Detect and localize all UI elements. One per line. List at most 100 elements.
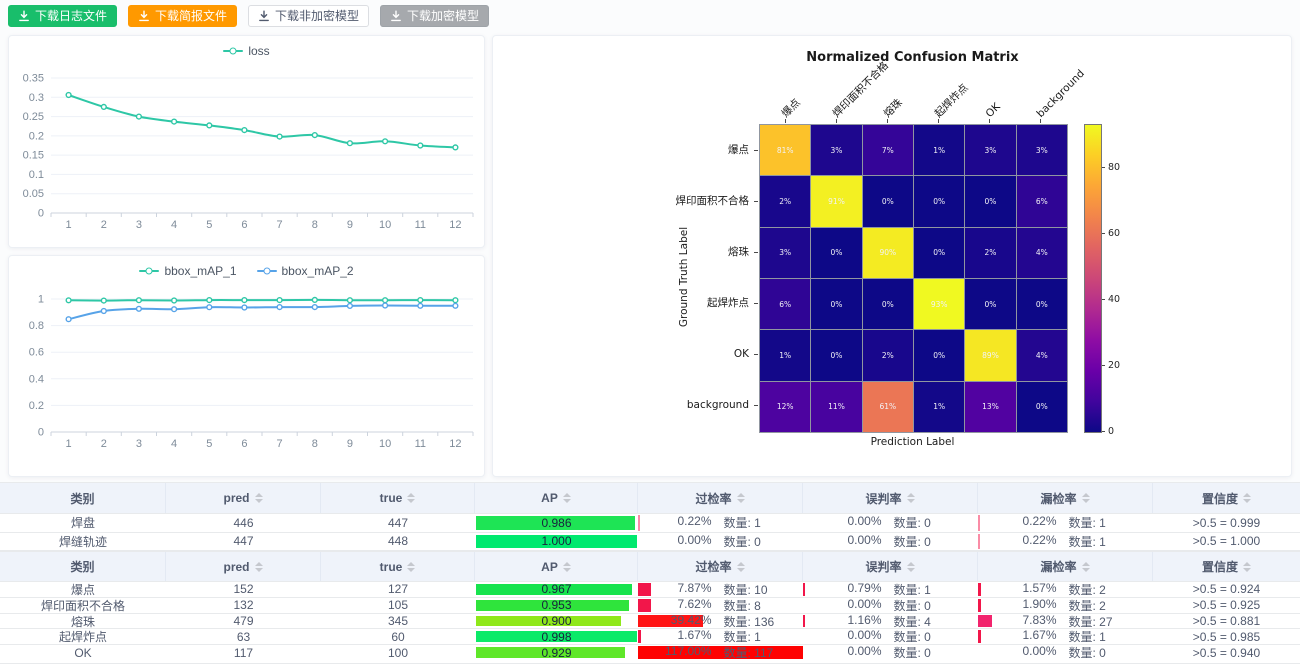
column-header-ap[interactable]: AP	[475, 552, 638, 581]
matrix-cell: 0%	[913, 330, 965, 381]
svg-text:8: 8	[312, 219, 318, 231]
prediction-label-axis-title: Prediction Label	[870, 436, 955, 448]
axis-tick	[1040, 119, 1042, 123]
svg-text:5: 5	[206, 219, 212, 231]
rate-bar	[978, 598, 982, 612]
table-row: 起焊炸点 63 60 0.998 1.67% 数量: 1 0.00% 数量: 0 1.67% 数量…	[0, 628, 1300, 644]
matrix-cell: 0%	[811, 227, 862, 278]
column-header-pred[interactable]: pred	[166, 483, 321, 513]
table-row: 爆点 152 127 0.967 7.87% 数量: 10 0.79% 数量: 1 1.57% 数…	[0, 581, 1300, 597]
rate-cell-content: 0.00% 数量: 0	[982, 645, 1149, 660]
sort-caret-icon[interactable]	[1081, 493, 1090, 503]
rate-percent: 0.00%	[847, 645, 882, 659]
matrix-cell: 0%	[1016, 381, 1067, 432]
column-header-misjudge[interactable]: 误判率	[803, 552, 978, 581]
axis-tick	[754, 200, 758, 202]
sort-caret-icon[interactable]	[906, 493, 915, 503]
cell-misjudge: 0.00% 数量: 0	[803, 629, 978, 644]
category-value: 焊盘	[70, 516, 95, 531]
matrix-cell: 0%	[811, 330, 862, 381]
confidence-value: >0.5 = 0.924	[1192, 582, 1261, 597]
confidence-value: >0.5 = 0.940	[1192, 645, 1261, 660]
rate-count: 数量: 2	[1068, 598, 1106, 613]
column-header-true[interactable]: true	[321, 552, 475, 581]
table-header-row: 类别 pred true AP 过检率 误判率 漏检率 置信度	[0, 552, 1300, 581]
matrix-cell: 3%	[1016, 125, 1067, 176]
rate-cell-content: 0.00% 数量: 0	[807, 645, 974, 660]
download-brief-button[interactable]: 下载简报文件	[128, 5, 238, 27]
ap-bar	[476, 516, 635, 530]
legend-item-loss[interactable]: loss	[223, 44, 270, 58]
map-chart-legend: bbox_mAP_1 bbox_mAP_2	[9, 264, 484, 278]
sort-caret-icon[interactable]	[736, 493, 745, 503]
svg-text:0.2: 0.2	[29, 400, 44, 412]
colorbar-tick-label: 0	[1108, 426, 1115, 437]
sort-caret-icon[interactable]	[1243, 493, 1251, 503]
rate-percent: 0.00%	[847, 514, 882, 529]
sort-caret-icon[interactable]	[562, 561, 571, 572]
rate-count: 数量: 0	[893, 534, 931, 549]
column-header-pred[interactable]: pred	[166, 552, 321, 581]
column-header-ap[interactable]: AP	[475, 483, 638, 513]
ap-value: 0.986	[541, 515, 572, 530]
sort-caret-icon[interactable]	[407, 493, 416, 503]
legend-item-bbox_mAP_2[interactable]: bbox_mAP_2	[256, 264, 354, 278]
legend-label: loss	[248, 44, 270, 58]
svg-text:11: 11	[415, 438, 426, 450]
rate-bar	[638, 583, 651, 596]
rate-percent: 0.00%	[847, 629, 882, 643]
svg-text:4: 4	[171, 219, 177, 231]
sort-caret-icon[interactable]	[1243, 561, 1251, 572]
rate-cell-content: 0.22% 数量: 1	[982, 514, 1149, 531]
cell-category: 爆点	[0, 582, 166, 597]
sort-caret-icon[interactable]	[562, 493, 571, 503]
colorbar-tick-label: 80	[1108, 161, 1121, 173]
rate-percent: 7.62%	[677, 597, 712, 611]
sort-caret-icon[interactable]	[906, 561, 915, 572]
download-log-button[interactable]: 下载日志文件	[8, 5, 118, 27]
rate-cell-content: 0.22% 数量: 1	[642, 514, 799, 531]
column-header-confidence[interactable]: 置信度	[1153, 483, 1300, 513]
colorbar-tick	[1102, 232, 1105, 234]
matrix-cell: 93%	[913, 278, 965, 330]
column-header-overdetect[interactable]: 过检率	[638, 483, 803, 513]
legend-marker-icon	[223, 47, 244, 55]
cell-ap: 0.967	[475, 582, 638, 597]
svg-text:2: 2	[101, 219, 107, 231]
loss-chart-panel: loss 0 0.05 0.1 0.15 0.2 0.25 0.3 0.35 1 2 3 4 5 6 7 8 9…	[8, 35, 485, 248]
matrix-x-label: 爆点	[779, 96, 803, 120]
sort-caret-icon[interactable]	[254, 493, 263, 503]
legend-item-bbox_mAP_1[interactable]: bbox_mAP_1	[139, 264, 237, 278]
cell-overdetect: 117.00% 数量: 117	[638, 645, 803, 660]
matrix-cell: 0%	[965, 278, 1016, 330]
rate-count: 数量: 1	[723, 630, 761, 645]
column-header-label: 过检率	[695, 560, 732, 574]
download-brief-label: 下载简报文件	[155, 9, 228, 23]
matrix-cell: 91%	[811, 176, 862, 227]
svg-text:4: 4	[171, 438, 177, 450]
cell-overdetect: 0.00% 数量: 0	[638, 533, 803, 551]
download-icon	[139, 10, 149, 22]
cell-ap: 0.953	[475, 598, 638, 613]
rate-bar	[978, 515, 980, 531]
column-header-missdetect[interactable]: 漏检率	[978, 483, 1153, 513]
sort-caret-icon[interactable]	[736, 561, 745, 572]
rate-cell-content: 1.67% 数量: 1	[642, 629, 799, 644]
column-header-confidence[interactable]: 置信度	[1153, 552, 1300, 581]
sort-caret-icon[interactable]	[407, 561, 416, 572]
column-header-misjudge[interactable]: 误判率	[803, 483, 978, 513]
matrix-x-label: 起焊炸点	[932, 81, 971, 120]
true-value: 127	[387, 582, 409, 597]
download-plain-model-button[interactable]: 下载非加密模型	[248, 5, 370, 27]
pred-value: 63	[236, 629, 251, 644]
table-row: OK 117 100 0.929 117.00% 数量: 117 0.00% 数量: 0 0.0…	[0, 644, 1300, 660]
download-encrypted-model-button[interactable]: 下载加密模型	[380, 5, 490, 27]
category-value: 焊印面积不合格	[40, 598, 125, 613]
column-header-missdetect[interactable]: 漏检率	[978, 552, 1153, 581]
column-header-true[interactable]: true	[321, 483, 475, 513]
sort-caret-icon[interactable]	[254, 561, 263, 572]
column-header-overdetect[interactable]: 过检率	[638, 552, 803, 581]
sort-caret-icon[interactable]	[1081, 561, 1090, 572]
metrics-table-2: 类别 pred true AP 过检率 误判率 漏检率 置信度 爆点 152 127 0.967 7.8…	[0, 551, 1300, 664]
column-header-label: 漏检率	[1040, 491, 1077, 506]
